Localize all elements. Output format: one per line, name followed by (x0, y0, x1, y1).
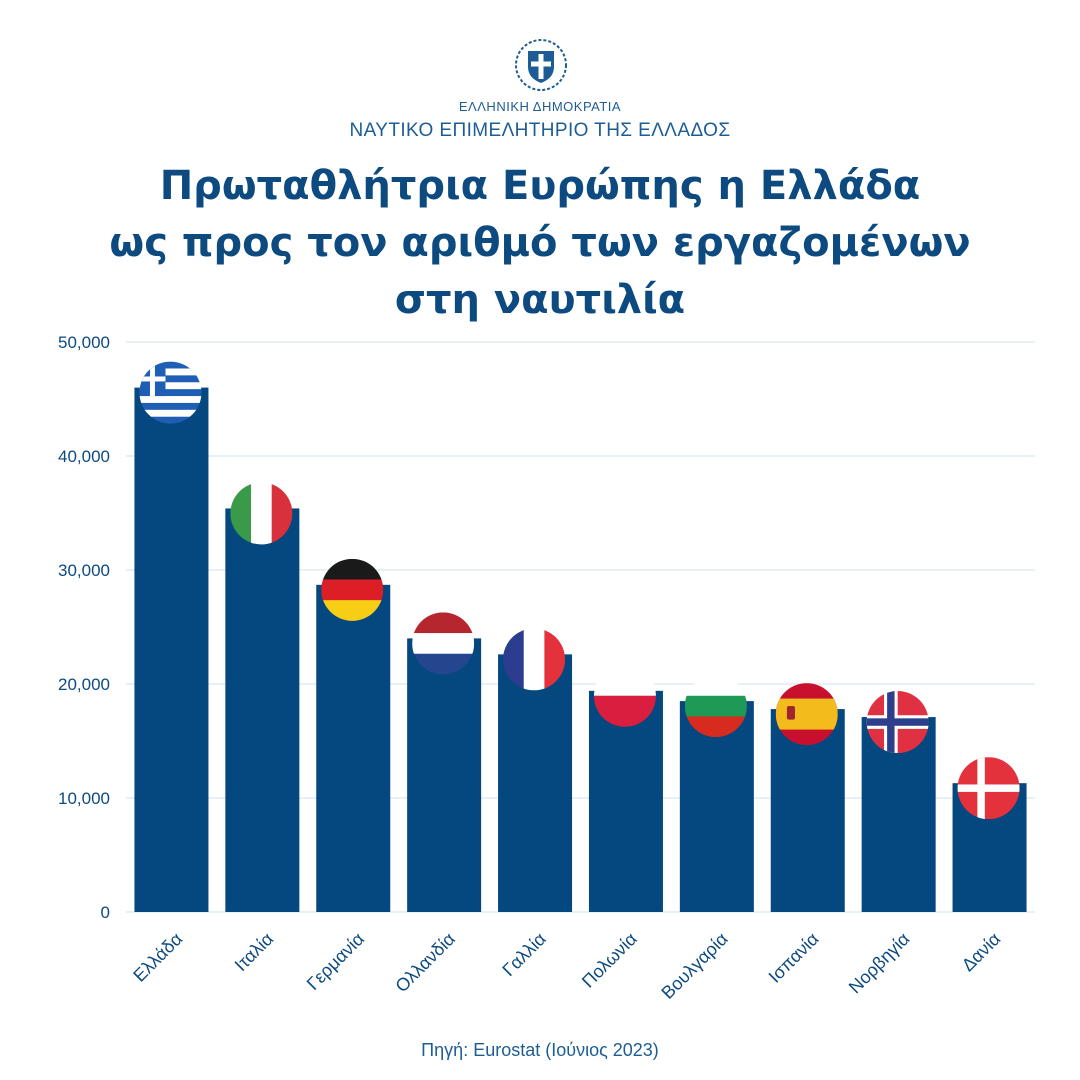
y-tick-label: 40,000 (58, 447, 110, 466)
bulgaria-flag-icon (684, 675, 747, 738)
page-title: Πρωταθλήτρια Ευρώπης η Ελλάδα ως προς το… (0, 158, 1080, 329)
greek-coat-of-arms-icon (515, 39, 567, 91)
y-tick-label: 0 (101, 903, 110, 922)
title-line: Πρωταθλήτρια Ευρώπης η Ελλάδα (159, 163, 921, 209)
norway-flag-icon (866, 691, 929, 754)
bar (225, 508, 300, 912)
x-tick-label: Γαλλία (498, 929, 549, 980)
x-tick-label: Δανία (958, 929, 1005, 976)
x-tick-label: Ελλάδα (129, 929, 186, 986)
france-flag-icon (503, 628, 566, 691)
italy-flag-icon (230, 482, 293, 545)
source-note: Πηγή: Eurostat (Ιούνιος 2023) (421, 1040, 659, 1060)
title-line: ως προς τον αριθμό των εργαζομένων (109, 220, 971, 266)
y-tick-label: 20,000 (58, 675, 110, 694)
title-line: στη ναυτιλία (394, 277, 686, 323)
bar (588, 690, 663, 912)
denmark-flag-icon (957, 757, 1020, 820)
org-subtitle: ΕΛΛΗΝΙΚΗ ΔΗΜΟΚΡΑΤΙΑ (458, 99, 622, 114)
org-name: ΝΑΥΤΙΚΟ ΕΠΙΜΕΛΗΤΗΡΙΟ ΤΗΣ ΕΛΛΑΔΟΣ (349, 120, 731, 141)
x-tick-label: Βουλγαρία (657, 929, 731, 1003)
spain-flag-icon (775, 683, 838, 746)
poland-flag-icon (593, 664, 656, 727)
y-tick-label: 50,000 (58, 333, 110, 352)
bar (498, 654, 573, 912)
bar (134, 387, 209, 913)
greece-flag-icon (139, 361, 202, 424)
germany-flag-icon (321, 558, 384, 621)
bar (407, 638, 482, 912)
x-tick-label: Πολωνία (578, 929, 641, 992)
y-tick-label: 30,000 (58, 561, 110, 580)
x-tick-label: Νορβηγία (845, 929, 914, 998)
x-tick-label: Ισπανία (765, 929, 823, 987)
x-tick-label: Γερμανία (303, 929, 368, 994)
x-tick-label: Ολλανδία (391, 929, 459, 997)
y-tick-label: 10,000 (58, 789, 110, 808)
x-tick-label: Ιταλία (231, 929, 277, 975)
bar (316, 584, 391, 912)
netherlands-flag-icon (412, 612, 475, 675)
